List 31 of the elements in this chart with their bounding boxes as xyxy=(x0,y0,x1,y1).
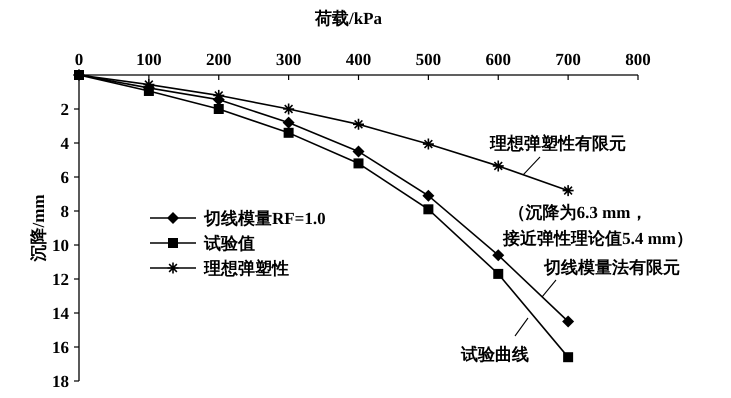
y-tick-label: 4 xyxy=(60,134,70,153)
annotation: 试验曲线 xyxy=(461,318,529,364)
x-tick-label: 600 xyxy=(486,50,511,69)
y-tick-label: 10 xyxy=(52,236,69,255)
x-tick-label: 0 xyxy=(74,50,84,69)
y-tick-label: 18 xyxy=(52,372,69,391)
x-tick-label: 700 xyxy=(555,50,581,69)
y-tick-label: 12 xyxy=(52,270,69,289)
annotation: 接近弹性理论值5.4 mm） xyxy=(503,229,693,248)
legend-label: 理想弹塑性 xyxy=(203,258,289,278)
annotation: 切线模量法有限元 xyxy=(542,258,680,298)
x-tick-label: 100 xyxy=(136,50,162,69)
annotation: 理想弹塑性有限元 xyxy=(490,134,626,176)
x-tick-label: 800 xyxy=(625,50,651,69)
y-tick-label: 14 xyxy=(52,304,70,323)
y-tick-label: 6 xyxy=(60,168,69,187)
x-tick-label: 500 xyxy=(416,50,442,69)
annotation: 切线模量法有限元 xyxy=(543,258,680,277)
y-axis-title: 沉降/mm xyxy=(29,194,48,263)
y-tick-label: 2 xyxy=(60,100,69,119)
x-axis-title: 荷载/kPa xyxy=(314,9,383,28)
legend-label: 切线模量RF=1.0 xyxy=(203,209,326,228)
y-tick-label: 8 xyxy=(60,202,69,221)
annotation: （沉降为6.3 mm， xyxy=(508,203,648,222)
annotation: 理想弹塑性有限元 xyxy=(489,133,626,153)
annotation: 试验曲线 xyxy=(460,345,529,364)
x-tick-label: 300 xyxy=(276,50,302,69)
y-tick-label: 16 xyxy=(52,338,69,357)
legend-label: 试验值 xyxy=(203,234,255,253)
x-tick-label: 200 xyxy=(206,50,232,69)
x-tick-label: 400 xyxy=(346,50,372,69)
